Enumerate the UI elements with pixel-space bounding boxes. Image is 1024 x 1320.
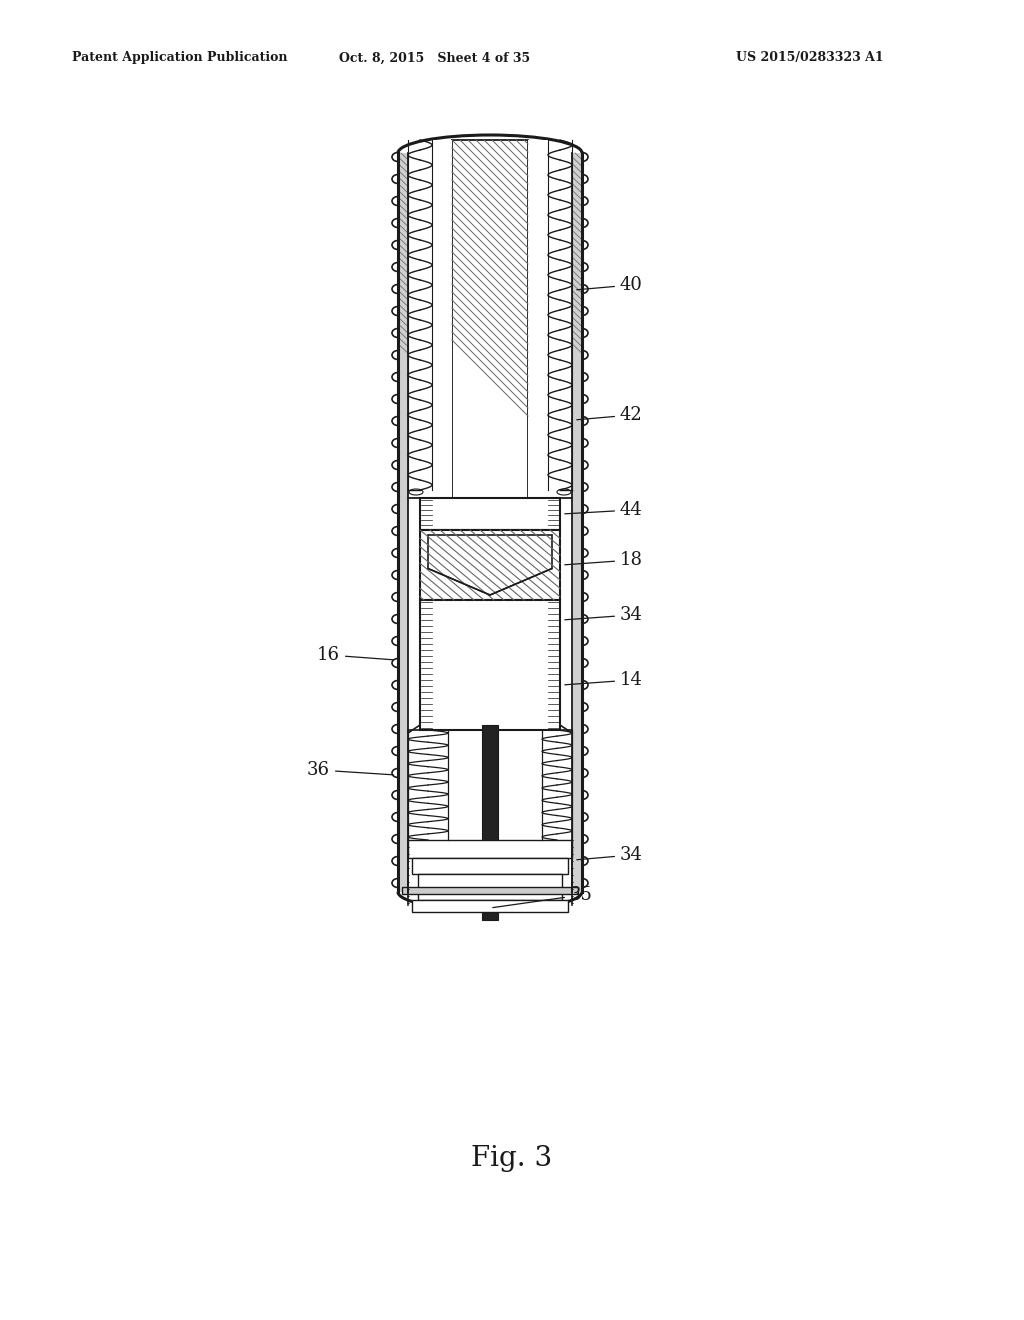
Text: 42: 42 — [577, 407, 643, 424]
Polygon shape — [420, 601, 560, 730]
Polygon shape — [412, 900, 568, 912]
Text: Fig. 3: Fig. 3 — [471, 1144, 553, 1172]
Text: 14: 14 — [565, 671, 643, 689]
Polygon shape — [528, 140, 548, 498]
Polygon shape — [482, 725, 498, 920]
Text: Oct. 8, 2015   Sheet 4 of 35: Oct. 8, 2015 Sheet 4 of 35 — [339, 51, 530, 65]
Text: 44: 44 — [565, 502, 643, 519]
Polygon shape — [402, 887, 578, 894]
Text: 36: 36 — [307, 762, 393, 779]
Polygon shape — [432, 140, 452, 498]
Text: US 2015/0283323 A1: US 2015/0283323 A1 — [736, 51, 884, 65]
Polygon shape — [428, 535, 552, 595]
Polygon shape — [420, 498, 560, 531]
Text: 40: 40 — [577, 276, 643, 294]
Text: 34: 34 — [577, 846, 643, 865]
Text: 34: 34 — [565, 606, 643, 624]
Text: Patent Application Publication: Patent Application Publication — [72, 51, 288, 65]
Polygon shape — [452, 140, 528, 498]
Polygon shape — [572, 153, 582, 892]
Polygon shape — [412, 858, 568, 874]
Polygon shape — [398, 153, 408, 892]
Text: 16: 16 — [317, 645, 393, 664]
Polygon shape — [408, 840, 572, 858]
Text: 35: 35 — [493, 886, 593, 908]
Polygon shape — [418, 874, 562, 900]
Polygon shape — [420, 531, 560, 601]
Text: 18: 18 — [565, 550, 643, 569]
